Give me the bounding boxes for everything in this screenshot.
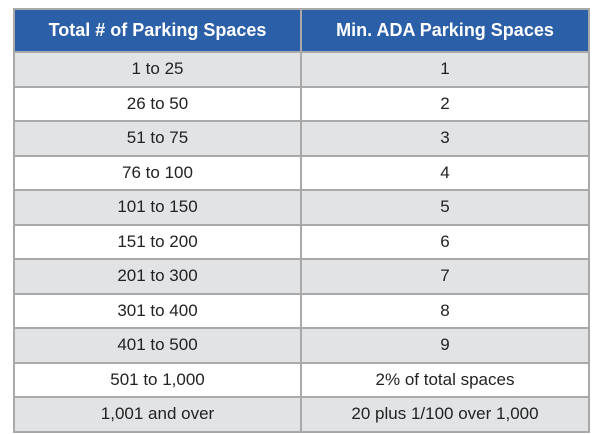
total-spaces-cell: 501 to 1,000 <box>13 361 302 398</box>
ada-parking-table-container: Total # of Parking Spaces Min. ADA Parki… <box>13 8 590 433</box>
table-row: 201 to 300 7 <box>13 258 590 295</box>
ada-spaces-cell: 7 <box>300 258 590 295</box>
table-row: 26 to 50 2 <box>13 85 590 122</box>
table-row: 51 to 75 3 <box>13 120 590 157</box>
ada-spaces-cell: 2% of total spaces <box>300 361 590 398</box>
header-total-parking-spaces: Total # of Parking Spaces <box>13 8 302 53</box>
table-row: 301 to 400 8 <box>13 292 590 329</box>
table-row: 501 to 1,000 2% of total spaces <box>13 361 590 398</box>
ada-spaces-cell: 20 plus 1/100 over 1,000 <box>300 396 590 433</box>
total-spaces-cell: 151 to 200 <box>13 223 302 260</box>
table-row: 1,001 and over 20 plus 1/100 over 1,000 <box>13 396 590 433</box>
total-spaces-cell: 76 to 100 <box>13 154 302 191</box>
table-row: 1 to 25 1 <box>13 51 590 88</box>
table-row: 76 to 100 4 <box>13 154 590 191</box>
total-spaces-cell: 1 to 25 <box>13 51 302 88</box>
ada-spaces-cell: 5 <box>300 189 590 226</box>
table-row: 151 to 200 6 <box>13 223 590 260</box>
ada-spaces-cell: 2 <box>300 85 590 122</box>
table-row: 101 to 150 5 <box>13 189 590 226</box>
total-spaces-cell: 51 to 75 <box>13 120 302 157</box>
total-spaces-cell: 201 to 300 <box>13 258 302 295</box>
ada-spaces-cell: 3 <box>300 120 590 157</box>
total-spaces-cell: 301 to 400 <box>13 292 302 329</box>
total-spaces-cell: 1,001 and over <box>13 396 302 433</box>
ada-spaces-cell: 9 <box>300 327 590 364</box>
ada-spaces-cell: 4 <box>300 154 590 191</box>
table-header-row: Total # of Parking Spaces Min. ADA Parki… <box>13 8 590 53</box>
total-spaces-cell: 101 to 150 <box>13 189 302 226</box>
ada-spaces-cell: 1 <box>300 51 590 88</box>
total-spaces-cell: 401 to 500 <box>13 327 302 364</box>
ada-spaces-cell: 8 <box>300 292 590 329</box>
ada-parking-table: Total # of Parking Spaces Min. ADA Parki… <box>13 8 590 433</box>
total-spaces-cell: 26 to 50 <box>13 85 302 122</box>
header-min-ada-parking-spaces: Min. ADA Parking Spaces <box>300 8 590 53</box>
ada-spaces-cell: 6 <box>300 223 590 260</box>
table-row: 401 to 500 9 <box>13 327 590 364</box>
